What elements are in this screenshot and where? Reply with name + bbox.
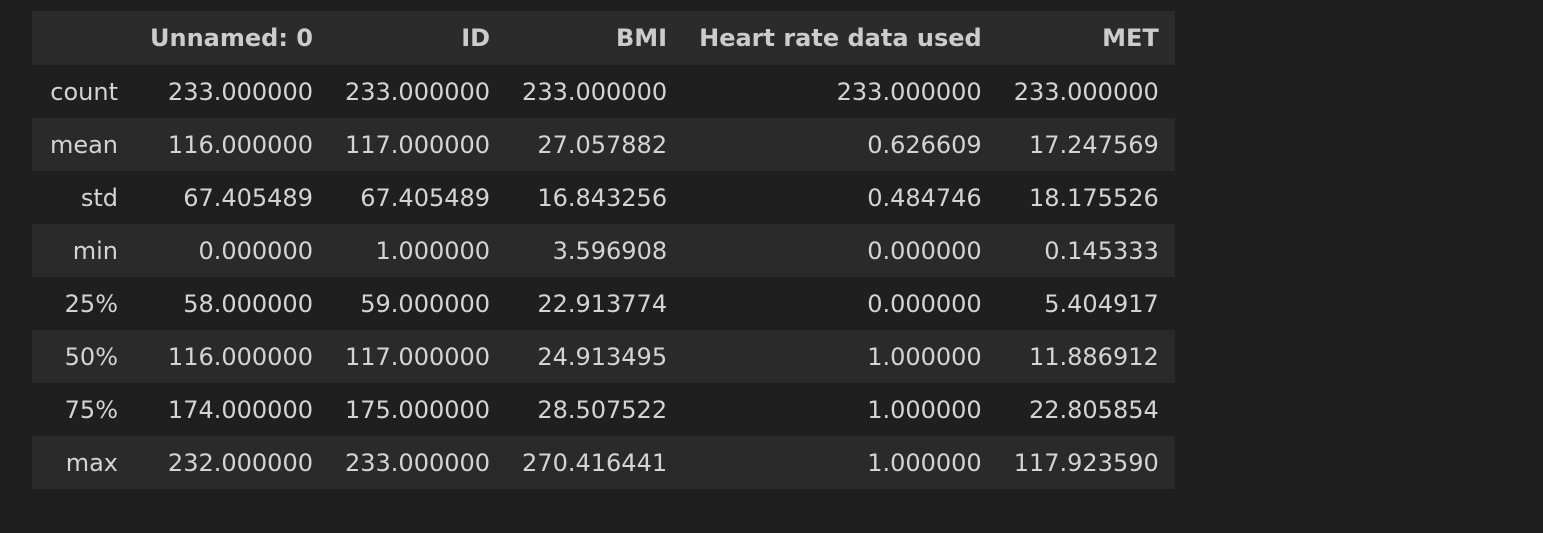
table-cell: 1.000000 xyxy=(867,395,982,424)
table-cell: 0.626609 xyxy=(867,130,982,159)
column-header-unnamed-0: Unnamed: 0 xyxy=(134,11,329,65)
table-row: max 232.000000 233.000000 270.416441 1.0… xyxy=(32,436,1175,489)
table-row: mean 116.000000 117.000000 27.057882 0.6… xyxy=(32,118,1175,171)
table-cell: 233.000000 xyxy=(836,77,982,106)
table-cell: 24.913495 xyxy=(537,342,668,371)
table-header: Unnamed: 0 ID BMI Heart rate data used M… xyxy=(32,11,1175,65)
column-header-bmi: BMI xyxy=(506,11,684,65)
table-cell: 17.247569 xyxy=(1028,130,1159,159)
table-cell: 59.000000 xyxy=(360,289,491,318)
table-cell: 174.000000 xyxy=(167,395,313,424)
table-row: min 0.000000 1.000000 3.596908 0.000000 … xyxy=(32,224,1175,277)
table-row: 75% 174.000000 175.000000 28.507522 1.00… xyxy=(32,383,1175,436)
table-cell: 27.057882 xyxy=(537,130,668,159)
table-cell: 270.416441 xyxy=(522,448,668,477)
table-cell: 117.000000 xyxy=(344,130,491,159)
column-header-heart-rate-data-used: Heart rate data used xyxy=(683,11,998,65)
row-label-25-percent: 25% xyxy=(64,289,118,318)
table-row: std 67.405489 67.405489 16.843256 0.4847… xyxy=(32,171,1175,224)
row-label-std: std xyxy=(80,183,118,212)
table-row: 50% 116.000000 117.000000 24.913495 1.00… xyxy=(32,330,1175,383)
table-cell: 67.405489 xyxy=(360,183,491,212)
row-label-75-percent: 75% xyxy=(64,395,118,424)
index-header-cell xyxy=(32,11,134,65)
table-cell: 117.923590 xyxy=(1013,448,1159,477)
column-header-met: MET xyxy=(997,11,1175,65)
table-cell: 116.000000 xyxy=(167,130,313,159)
table-cell: 1.000000 xyxy=(867,342,982,371)
table-row: count 233.000000 233.000000 233.000000 2… xyxy=(32,65,1175,118)
table-cell: 1.000000 xyxy=(867,448,982,477)
table-cell: 233.000000 xyxy=(1013,77,1159,106)
table-cell: 0.145333 xyxy=(1044,236,1159,265)
row-label-min: min xyxy=(72,236,118,265)
column-header-id: ID xyxy=(328,11,507,65)
cell-output-area: Unnamed: 0 ID BMI Heart rate data used M… xyxy=(32,11,1175,489)
table-cell: 18.175526 xyxy=(1028,183,1159,212)
table-cell: 117.000000 xyxy=(344,342,491,371)
row-label-mean: mean xyxy=(49,130,118,159)
table-cell: 233.000000 xyxy=(344,77,491,106)
table-cell: 0.484746 xyxy=(867,183,982,212)
table-cell: 116.000000 xyxy=(167,342,313,371)
header-row: Unnamed: 0 ID BMI Heart rate data used M… xyxy=(32,11,1175,65)
table-cell: 232.000000 xyxy=(167,448,313,477)
row-label-50-percent: 50% xyxy=(64,342,118,371)
table-cell: 1.000000 xyxy=(375,236,491,265)
table-cell: 233.000000 xyxy=(167,77,313,106)
table-cell: 0.000000 xyxy=(867,289,982,318)
table-cell: 58.000000 xyxy=(183,289,313,318)
table-cell: 11.886912 xyxy=(1028,342,1159,371)
table-cell: 22.805854 xyxy=(1028,395,1159,424)
describe-dataframe-table: Unnamed: 0 ID BMI Heart rate data used M… xyxy=(32,11,1175,489)
table-cell: 175.000000 xyxy=(344,395,491,424)
table-cell: 0.000000 xyxy=(867,236,982,265)
table-cell: 233.000000 xyxy=(344,448,491,477)
row-label-count: count xyxy=(50,77,118,106)
table-cell: 67.405489 xyxy=(183,183,313,212)
table-cell: 22.913774 xyxy=(537,289,668,318)
table-cell: 3.596908 xyxy=(552,236,668,265)
table-cell: 233.000000 xyxy=(522,77,668,106)
table-body: count 233.000000 233.000000 233.000000 2… xyxy=(32,65,1175,489)
table-cell: 5.404917 xyxy=(1044,289,1159,318)
table-cell: 16.843256 xyxy=(537,183,668,212)
table-row: 25% 58.000000 59.000000 22.913774 0.0000… xyxy=(32,277,1175,330)
table-cell: 28.507522 xyxy=(537,395,668,424)
row-label-max: max xyxy=(65,448,118,477)
table-cell: 0.000000 xyxy=(198,236,313,265)
